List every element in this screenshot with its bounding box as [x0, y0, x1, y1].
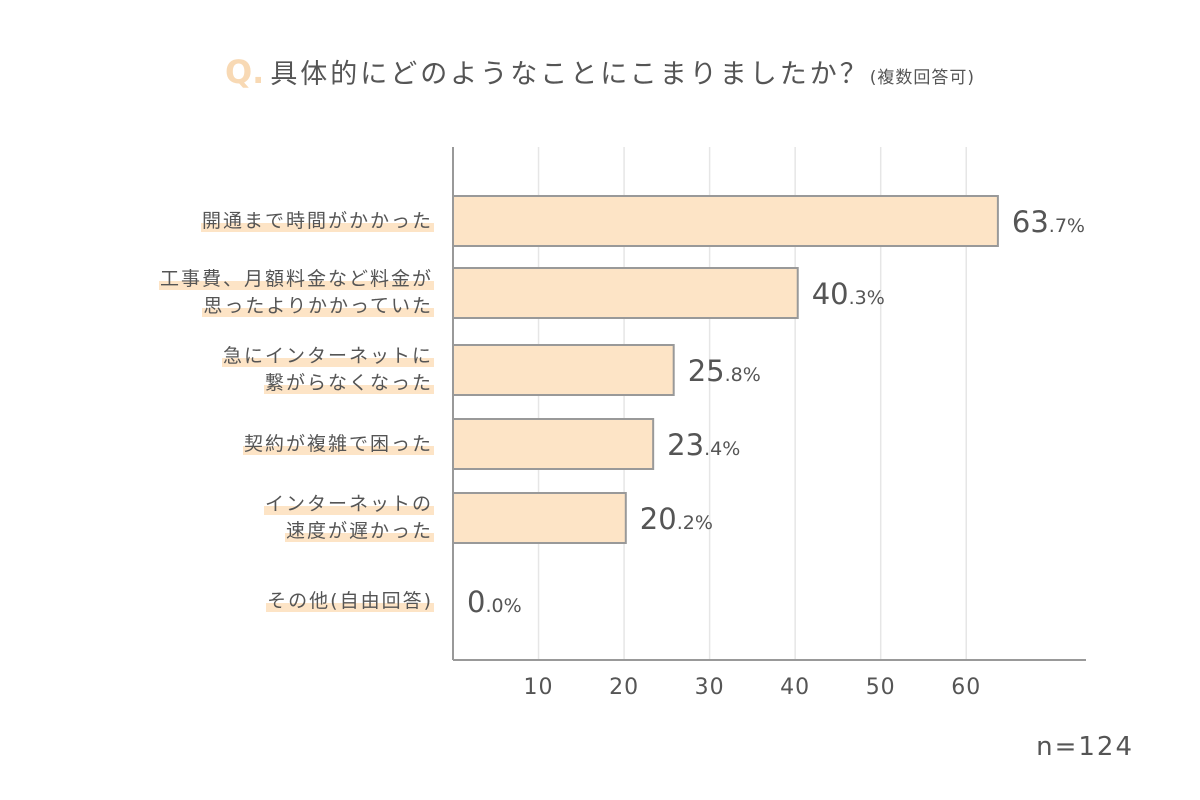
x-tick-label: 50	[866, 675, 896, 700]
x-tick-label: 40	[780, 675, 810, 700]
x-tick-label: 30	[695, 675, 725, 700]
data-label: 40.3%	[812, 277, 885, 311]
bar	[452, 418, 655, 470]
category-label: 契約が複雑で困った	[242, 431, 434, 458]
x-tick-label: 10	[524, 675, 554, 700]
category-label-text: 開通まで時間がかかった	[200, 209, 434, 232]
category-label-text: インターネットの	[263, 493, 434, 515]
category-label: インターネットの速度が遅かった	[263, 491, 434, 545]
category-label-line: インターネットの	[263, 491, 434, 518]
category-label-text: 工事費、月額料金など料金が	[158, 268, 434, 290]
x-tick-label: 20	[609, 675, 639, 700]
category-label-line: 契約が複雑で困った	[242, 431, 434, 458]
category-label-line: 思ったよりかかっていた	[159, 293, 434, 320]
chart-title: Q. 具体的にどのようなことにこまりましたか？(複数回答可)	[0, 52, 1200, 91]
category-label: 工事費、月額料金など料金が思ったよりかかっていた	[158, 266, 434, 320]
category-label-line: 開通まで時間がかかった	[200, 208, 434, 235]
category-label-text: 思ったよりかかっていた	[202, 295, 434, 317]
x-tick-label: 60	[951, 675, 981, 700]
bar	[452, 195, 999, 247]
category-label-text: 契約が複雑で困った	[242, 432, 434, 455]
category-label-line: 工事費、月額料金など料金が	[158, 266, 434, 293]
data-label: 63.7%	[1012, 205, 1085, 239]
question-note: (複数回答可)	[869, 68, 976, 88]
bar	[452, 492, 627, 544]
category-label-line: 速度が遅かった	[264, 518, 434, 545]
bar	[452, 344, 675, 396]
category-label-line: その他(自由回答)	[266, 588, 434, 615]
question-text: 具体的にどのようなことにこまりましたか？	[270, 59, 870, 90]
category-label-text: 繋がらなくなった	[263, 372, 434, 394]
category-label: 急にインターネットに繋がらなくなった	[221, 343, 434, 397]
category-label-text: その他(自由回答)	[266, 589, 434, 612]
category-label: その他(自由回答)	[266, 588, 434, 615]
data-label: 20.2%	[640, 502, 713, 536]
data-label: 23.4%	[667, 428, 740, 462]
bar	[452, 267, 799, 319]
question-mark-label: Q.	[224, 53, 265, 91]
data-label: 0.0%	[467, 585, 522, 619]
data-label: 25.8%	[688, 354, 761, 388]
category-label-line: 急にインターネットに	[221, 343, 434, 370]
sample-size: n=124	[1036, 732, 1134, 762]
category-label-text: 急にインターネットに	[221, 345, 434, 367]
category-label-line: 繋がらなくなった	[222, 370, 434, 397]
category-label-text: 速度が遅かった	[284, 520, 434, 542]
category-label: 開通まで時間がかかった	[200, 208, 434, 235]
